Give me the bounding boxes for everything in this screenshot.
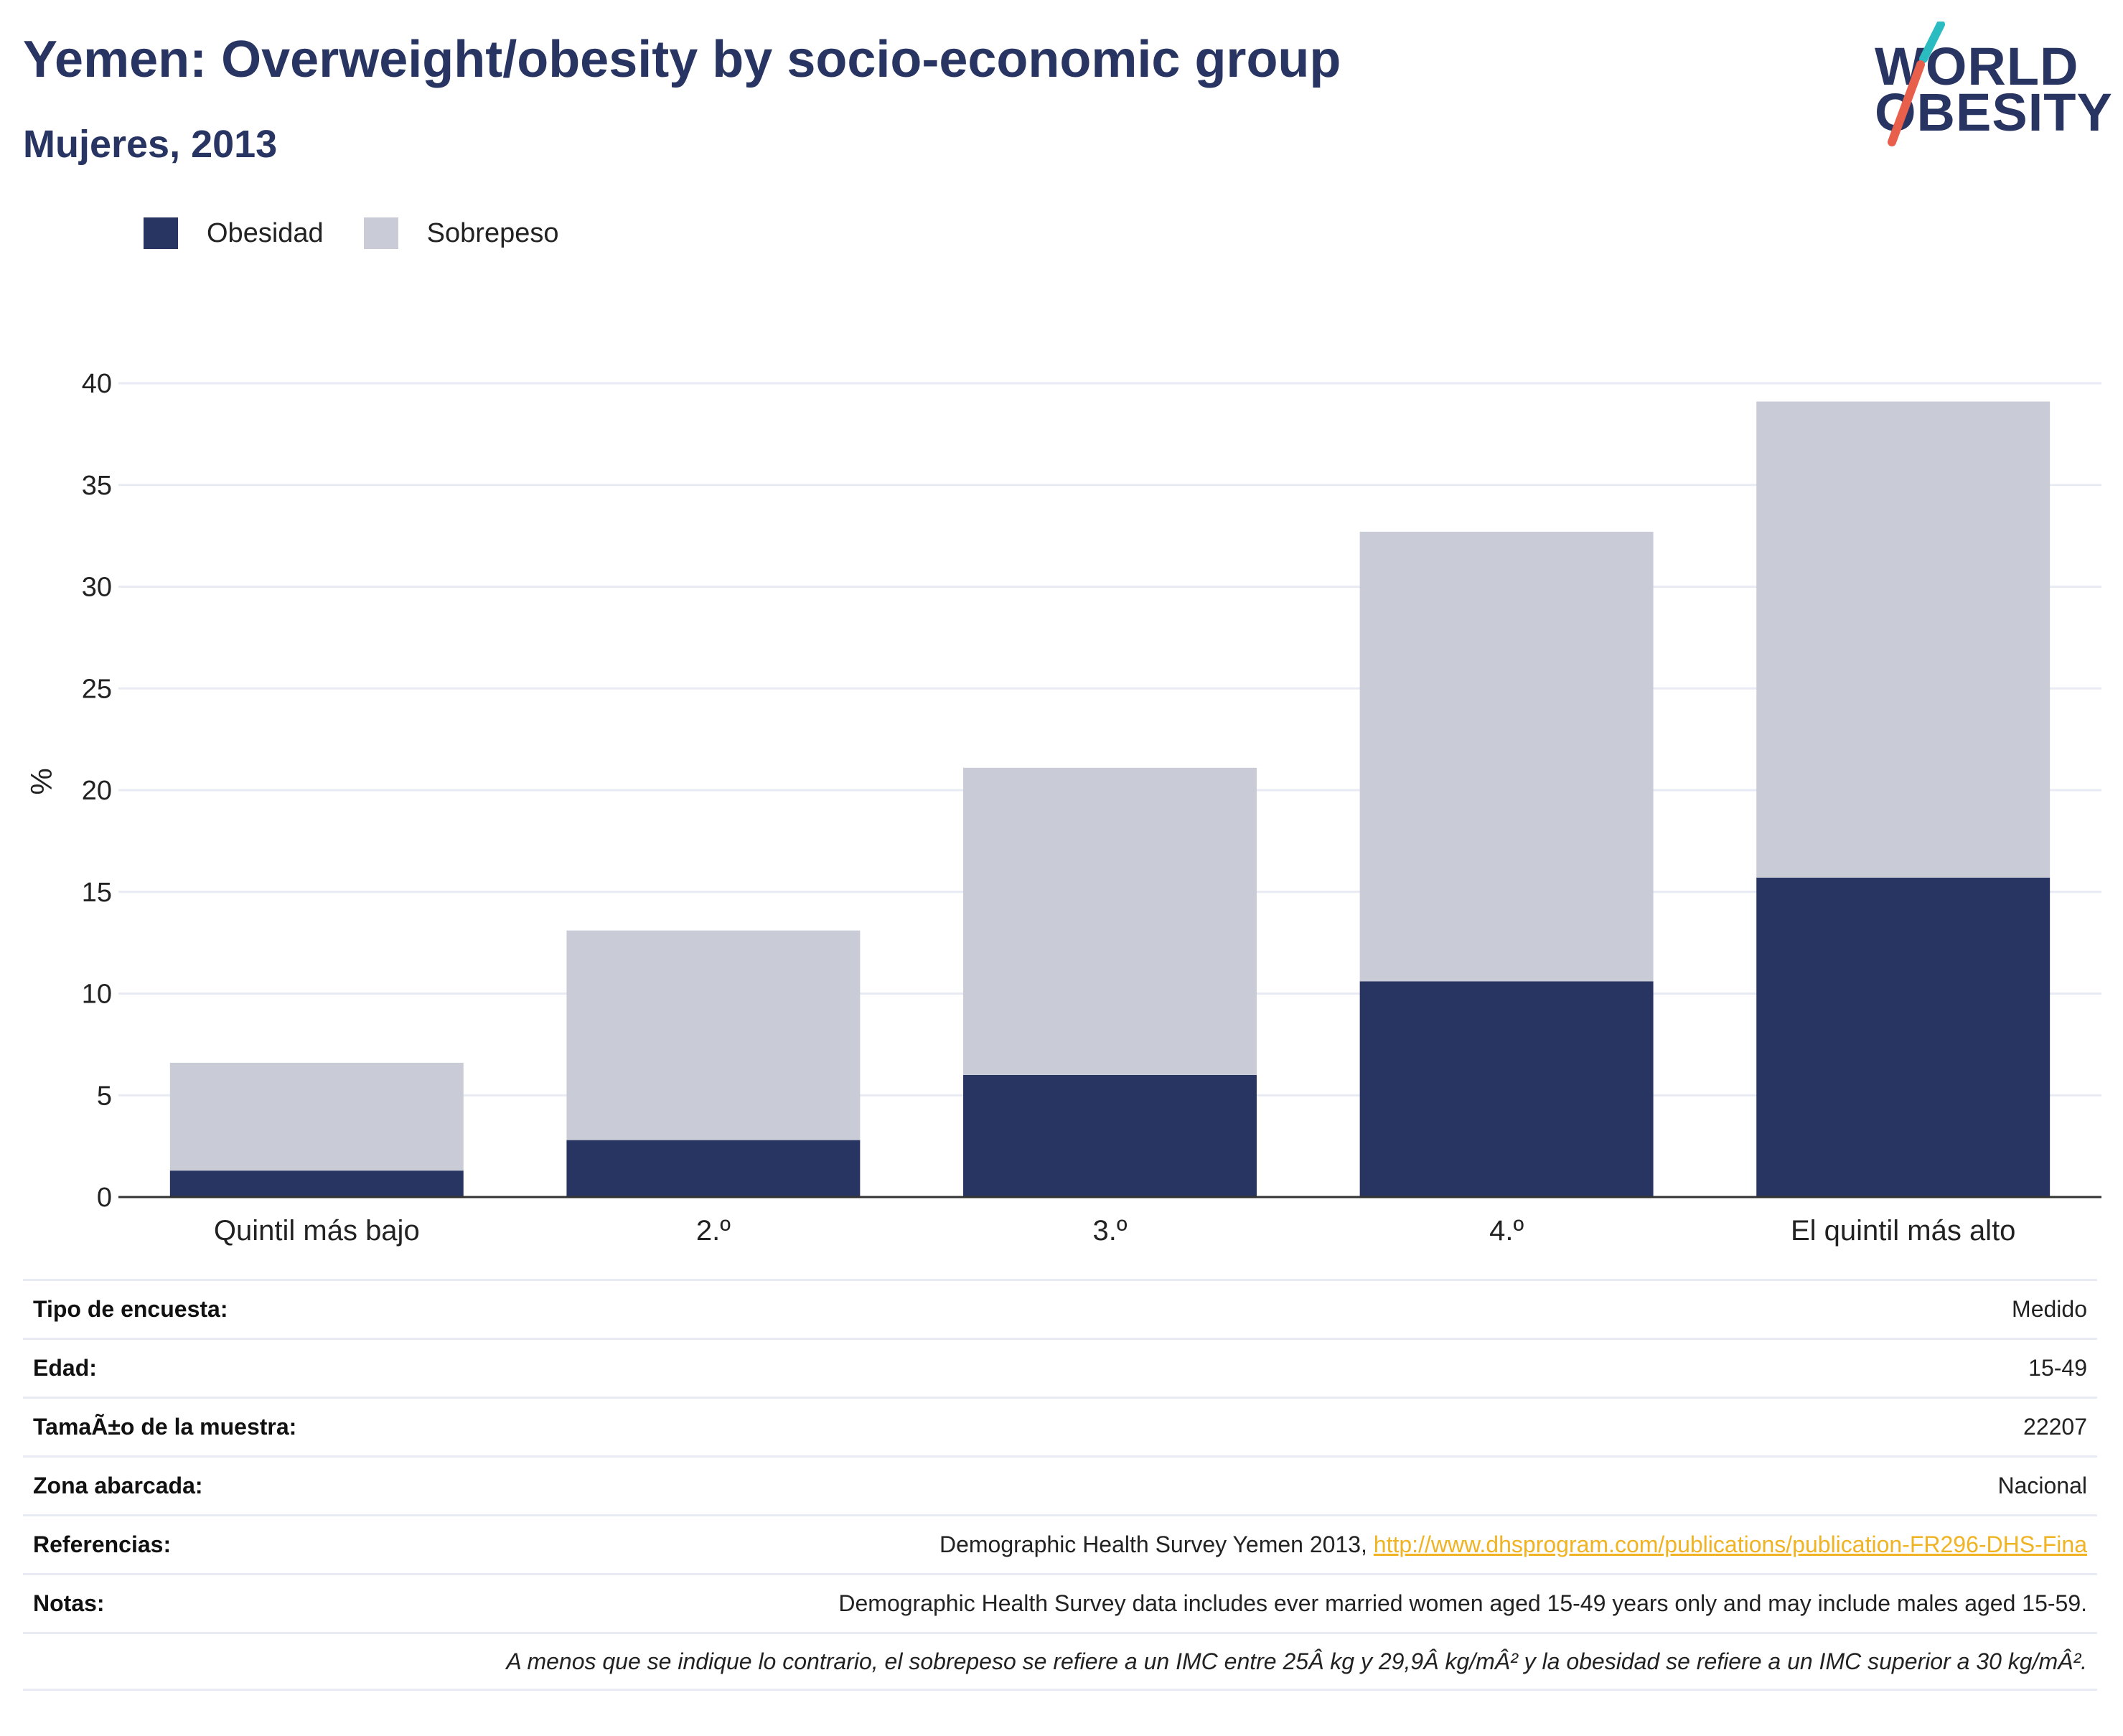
y-tick-label: 20 (82, 776, 112, 806)
y-tick-label: 40 (82, 369, 112, 399)
reference-text: Demographic Health Survey Yemen 2013, (939, 1531, 1374, 1557)
bar-obesity[interactable] (963, 1074, 1257, 1197)
info-row-references: Referencias: Demographic Health Survey Y… (23, 1514, 2097, 1573)
info-row-notes: Notas: Demographic Health Survey data in… (23, 1573, 2097, 1632)
chart-title: Yemen: Overweight/obesity by socio-econo… (23, 31, 1341, 88)
info-row-area-covered: Zona abarcada: Nacional (23, 1455, 2097, 1514)
world-obesity-logo[interactable]: WORLD OBESITY (1866, 22, 2112, 151)
x-tick-label: 3.º (1093, 1215, 1128, 1247)
legend-swatch-obesity (144, 217, 178, 249)
info-value: Demographic Health Survey data includes … (838, 1590, 2087, 1616)
logo-line-1: WORLD (1875, 37, 2079, 96)
x-tick-label: 4.º (1489, 1215, 1524, 1247)
info-value: Nacional (1997, 1473, 2087, 1498)
legend-item-obesity[interactable]: Obesidad (144, 217, 324, 249)
info-value: Medido (2012, 1296, 2087, 1322)
y-tick-label: 35 (82, 471, 112, 501)
chart-legend: Obesidad Sobrepeso (144, 215, 599, 251)
y-axis-title: % (24, 768, 58, 794)
y-tick-label: 30 (82, 573, 112, 603)
y-tick-label: 10 (82, 980, 112, 1010)
info-label: Zona abarcada: (33, 1473, 203, 1498)
bar-overweight[interactable] (1359, 531, 1654, 982)
chart-subtitle: Mujeres, 2013 (23, 123, 278, 166)
info-label: Edad: (33, 1355, 97, 1381)
legend-item-overweight[interactable]: Sobrepeso (363, 217, 559, 249)
bar-overweight[interactable] (566, 930, 861, 1140)
bar-overweight[interactable] (169, 1062, 464, 1171)
info-value-reference: Demographic Health Survey Yemen 2013, ht… (939, 1531, 2097, 1558)
info-label: Tipo de encuesta: (33, 1296, 228, 1322)
y-tick-label: 5 (97, 1081, 112, 1111)
y-tick-label: 15 (82, 878, 112, 908)
y-tick-label: 25 (82, 674, 112, 704)
info-value: 15-49 (2028, 1355, 2087, 1381)
info-row-sample-size: TamaÃ±o de la muestra: 22207 (23, 1397, 2097, 1455)
bar-overweight[interactable] (963, 767, 1257, 1075)
info-label: TamaÃ±o de la muestra: (33, 1414, 297, 1440)
legend-label-obesity: Obesidad (207, 217, 324, 248)
info-row-age: Edad: 15-49 (23, 1338, 2097, 1397)
bar-obesity[interactable] (169, 1170, 464, 1197)
bar-obesity[interactable] (1756, 877, 2051, 1197)
legend-label-overweight: Sobrepeso (426, 217, 559, 248)
info-row-definition-note: A menos que se indique lo contrario, el … (23, 1632, 2097, 1691)
bar-chart: 0 5 10 15 20 25 30 35 40 Quintil más bajo 2.º 3.º 4… (24, 369, 2101, 1247)
x-tick-label: El quintil más alto (1791, 1215, 2015, 1247)
logo-line-2: OBESITY (1875, 83, 2113, 142)
bars (169, 401, 2051, 1197)
info-row-survey-type: Tipo de encuesta: Medido (23, 1279, 2097, 1338)
y-axis-ticks: 0 5 10 15 20 25 30 35 40 (82, 369, 112, 1213)
info-label: Referencias: (33, 1531, 172, 1557)
y-tick-label: 0 (97, 1183, 112, 1213)
logo-slash-icon (1888, 22, 1945, 146)
legend-swatch-overweight (363, 217, 398, 249)
bar-obesity[interactable] (1359, 981, 1654, 1197)
survey-info-table: Tipo de encuesta: Medido Edad: 15-49 Tam… (23, 1279, 2097, 1691)
bar-obesity[interactable] (566, 1140, 861, 1197)
info-label: Notas: (33, 1590, 105, 1616)
bar-overweight[interactable] (1756, 401, 2051, 878)
info-value: 22207 (2023, 1414, 2087, 1440)
x-axis-ticks: Quintil más bajo 2.º 3.º 4.º El quintil más … (214, 1215, 2016, 1247)
x-tick-label: Quintil más bajo (214, 1215, 420, 1247)
x-tick-label: 2.º (696, 1215, 731, 1247)
reference-link[interactable]: http://www.dhsprogram.com/publications/p… (1373, 1531, 2087, 1557)
info-value: A menos que se indique lo contrario, el … (506, 1648, 2087, 1674)
